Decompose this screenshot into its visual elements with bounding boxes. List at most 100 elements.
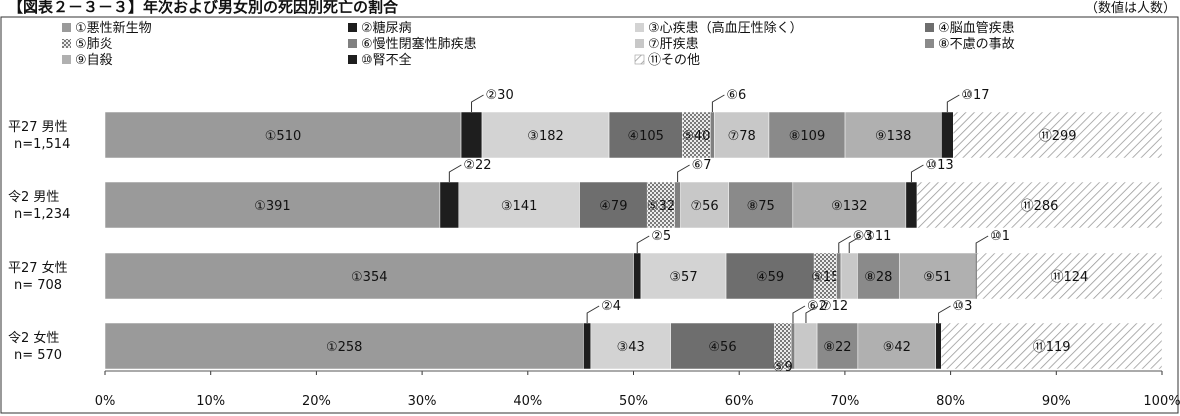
bar-segment-row1-series-10	[941, 111, 954, 159]
bar-value-label: ③141	[501, 199, 537, 214]
bar-segment-row2-series-1	[104, 181, 441, 229]
bar-value-label: ③182	[527, 129, 563, 144]
x-tick-label: 90%	[1042, 394, 1071, 409]
bar-segment-row1-series-6	[710, 111, 715, 159]
bar-value-label: ⑪286	[1021, 199, 1059, 214]
callout-label: ⑥3	[853, 229, 873, 244]
legend-swatch-series-2	[348, 23, 357, 32]
bar-value-label: ①510	[265, 129, 301, 144]
callout-label: ⑥7	[692, 158, 712, 173]
legend-label-series-10: ⑩腎不全	[361, 52, 412, 68]
bar-value-label: ①391	[254, 199, 290, 214]
bar-segment-row4-series-7	[794, 322, 818, 370]
bar-segment-row1-series-3	[481, 111, 610, 159]
bar-segment-row4-series-11	[941, 322, 1163, 370]
callout-leader-line	[946, 94, 960, 112]
x-tick-label: 0%	[95, 394, 116, 409]
callout-leader-line	[677, 164, 690, 182]
bar-segment-row3-series-6	[836, 252, 842, 300]
chart-title: 【図表２－３－３】年次および男女別の死因別死亡の割合	[8, 0, 399, 16]
legend-swatch-series-7	[635, 39, 644, 48]
legend-label-series-9: ⑨自殺	[75, 53, 113, 68]
bar-segment-row2-series-7	[680, 181, 729, 229]
bar-value-label: ⑪124	[1051, 270, 1089, 285]
callout-label: ②30	[486, 88, 514, 103]
bar-segment-row4-series-4	[670, 322, 775, 370]
bar-value-label: ④105	[627, 129, 663, 144]
callout-label: ⑩13	[925, 158, 953, 173]
callout-label: ②4	[601, 299, 621, 314]
x-tick-label: 80%	[936, 394, 965, 409]
row-labels: 平27 男性 n=1,514 令2 男性 n=1,234 平27 女性 n= 708 令2 …	[8, 120, 70, 363]
bar-segment-row1-series-7	[714, 111, 770, 159]
bar-value-label: ⑧22	[823, 340, 851, 355]
bar-value-label: ⑪299	[1039, 129, 1077, 144]
below-bar-label: ⑤9	[773, 360, 793, 375]
bar-segment-row3-series-1	[104, 252, 634, 300]
row-label-count: n= 708	[14, 278, 62, 293]
callout-leader-line	[586, 305, 600, 323]
bar-value-label: ①354	[351, 270, 387, 285]
legend-label-series-7: ⑦肝疾患	[648, 37, 699, 52]
bar-segment-row4-series-8	[816, 322, 859, 370]
callout-leader-line	[636, 235, 650, 253]
legend-swatch-series-3	[635, 23, 644, 32]
bar-value-label: ④56	[708, 340, 736, 355]
row-label-group: 令2 男性	[8, 190, 59, 205]
bars: ①510 ③182 ④105 ⑤40 ⑦78 ⑧109 ⑨138 ⑪299 ①391 ③141 ④7…	[104, 111, 1163, 370]
bar-segment-row4-series-10	[935, 322, 942, 370]
bar-segment-row2-series-3	[458, 181, 580, 229]
x-tick-label: 70%	[830, 394, 859, 409]
row-label-count: n=1,234	[14, 207, 70, 222]
bar-value-label: ⑨51	[923, 270, 951, 285]
bar-segment-row4-series-2	[583, 322, 592, 370]
legend-swatch-series-6	[348, 39, 357, 48]
bar-segment-row3-series-7	[840, 252, 858, 300]
callout-leader-line	[805, 305, 819, 323]
row-label-group: 令2 女性	[8, 330, 59, 346]
x-axis: 0% 10% 20% 30% 40% 50% 60% 70% 80% 90% 100%	[95, 370, 1180, 409]
bar-segment-row3-series-4	[725, 252, 815, 300]
callout-label: ②22	[463, 158, 491, 173]
bar-segment-row3-series-8	[857, 252, 900, 300]
bar-value-label: ④79	[599, 199, 627, 214]
callout-leader-line	[910, 164, 924, 182]
bar-segment-row4-series-9	[857, 322, 937, 370]
x-tick-label: 10%	[196, 394, 225, 409]
bar-segment-row1-series-4	[608, 111, 683, 159]
bar-segment-row4-series-1	[104, 322, 584, 370]
bar-segment-row2-series-4	[579, 181, 648, 229]
bar-segment-row2-series-10	[905, 181, 918, 229]
callout-leader-line	[448, 164, 462, 182]
callout-leader-line	[792, 305, 806, 323]
bar-segment-row2-series-11	[916, 181, 1163, 229]
callout-label: ⑩3	[953, 299, 973, 314]
legend-label-series-8: ⑧不慮の事故	[938, 37, 1015, 52]
bar-value-label: ⑨42	[883, 340, 911, 355]
bar-value-label: ⑧109	[789, 129, 825, 144]
callout-label: ②5	[651, 229, 671, 244]
bar-segment-row2-series-5	[646, 181, 675, 229]
bar-value-label: ⑪119	[1033, 340, 1071, 355]
bar-segment-row1-series-2	[460, 111, 483, 159]
bar-value-label: ⑤40	[682, 129, 710, 144]
bar-value-label: ⑦56	[690, 199, 718, 214]
legend-label-series-11: ⑪その他	[648, 53, 700, 68]
callout-label: ⑩1	[990, 229, 1010, 244]
bar-segment-row1-series-1	[104, 111, 462, 159]
x-tick-label: 60%	[725, 394, 754, 409]
legend-label-series-4: ④脳血管疾患	[938, 21, 1015, 36]
callout-label: ⑦12	[820, 299, 848, 314]
callout-leader-line	[848, 235, 862, 253]
legend: ①悪性新生物 ②糖尿病 ③心疾患（高血圧性除く） ④脳血管疾患 ⑤肺炎 ⑥慢性閉塞性肺疾患…	[62, 20, 1015, 68]
legend-swatch-series-11	[634, 54, 645, 65]
row-label-group: 平27 女性	[8, 260, 68, 276]
x-tick-label: 100%	[1143, 394, 1180, 409]
bar-segment-row3-series-9	[898, 252, 976, 300]
bar-segment-row2-series-6	[674, 181, 681, 229]
bar-segment-row2-series-8	[728, 181, 794, 229]
legend-swatch-series-4	[925, 23, 934, 32]
x-tick-label: 40%	[513, 394, 542, 409]
